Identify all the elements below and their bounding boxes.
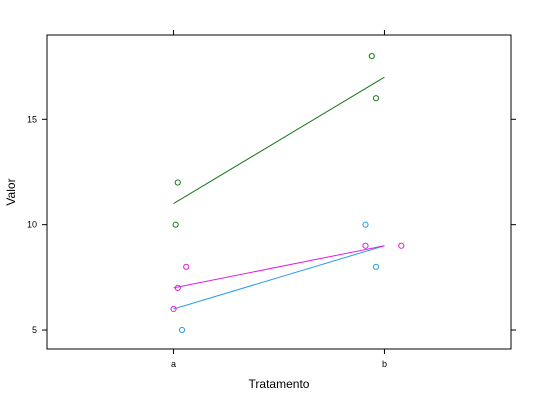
data-point-1-2 xyxy=(175,180,180,185)
y-tick-label: 5 xyxy=(32,325,37,335)
plot-frame xyxy=(47,35,511,349)
data-points xyxy=(171,53,404,332)
x-axis-label: Tratamento xyxy=(249,377,310,391)
data-point-3-3 xyxy=(184,264,189,269)
data-point-1-4 xyxy=(373,96,378,101)
y-axis-label: Valor xyxy=(4,178,18,205)
axis-ticks: a b 5 10 15 xyxy=(27,30,516,369)
data-point-1-3 xyxy=(369,53,374,58)
x-tick-label: b xyxy=(382,359,387,369)
fit-lines xyxy=(174,77,385,309)
data-point-3-1 xyxy=(171,306,176,311)
x-tick-label: a xyxy=(171,359,176,369)
data-point-3-4 xyxy=(363,243,368,248)
data-point-2-2 xyxy=(363,222,368,227)
data-point-2-3 xyxy=(373,264,378,269)
data-point-3-5 xyxy=(399,243,404,248)
y-tick-label: 15 xyxy=(27,114,37,124)
data-point-1-1 xyxy=(173,222,178,227)
data-point-2-1 xyxy=(179,327,184,332)
fit-line-3 xyxy=(174,246,385,288)
fit-line-2 xyxy=(174,246,385,309)
y-tick-label: 10 xyxy=(27,220,37,230)
fit-line-1 xyxy=(174,77,385,203)
